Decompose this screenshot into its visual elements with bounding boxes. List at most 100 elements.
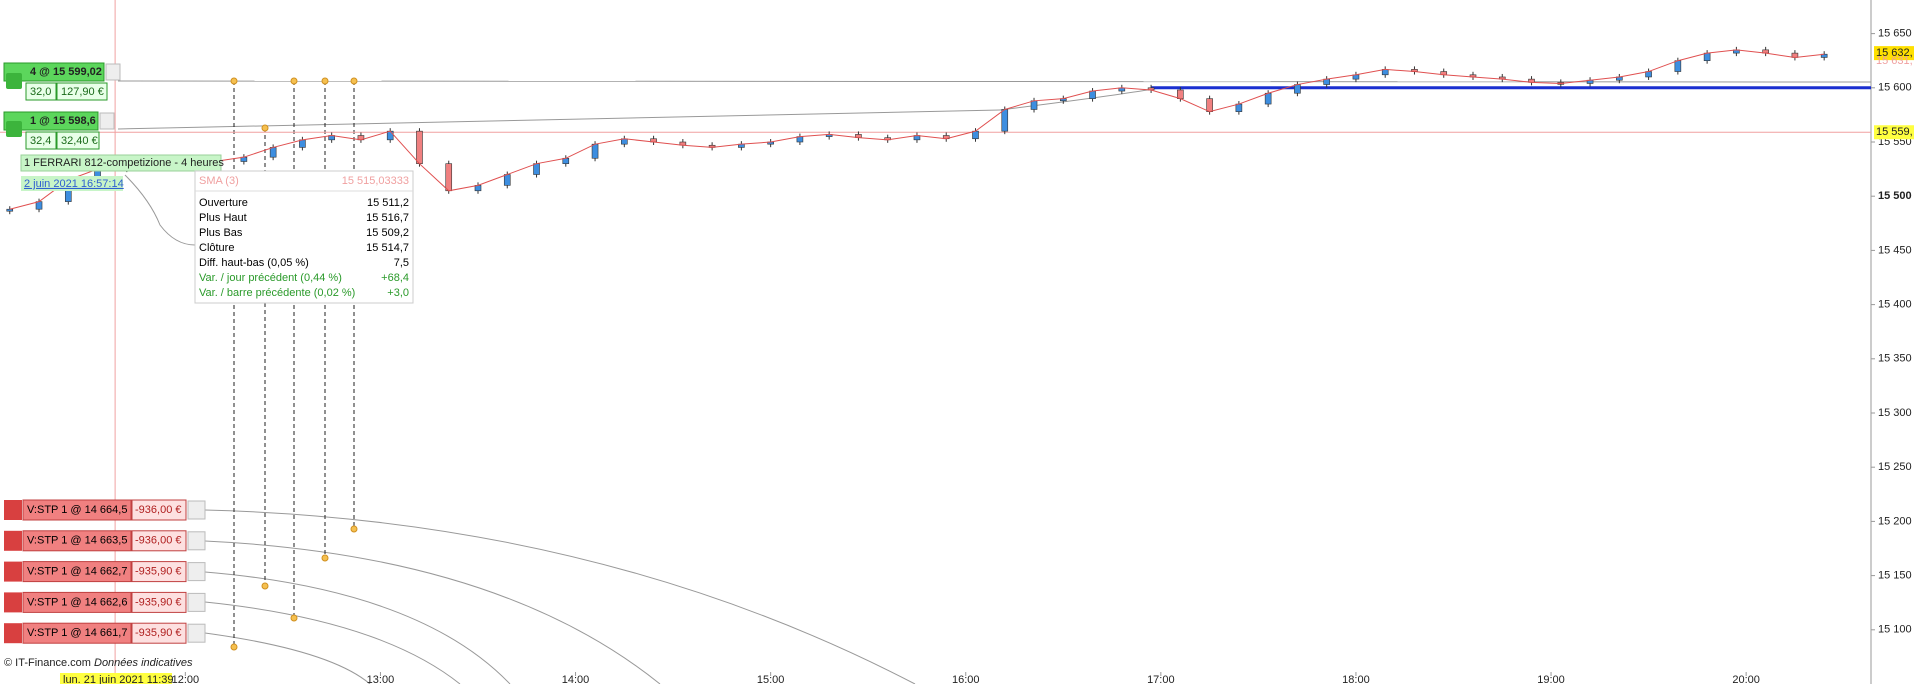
stop-curve [204,632,371,684]
candle [6,208,14,212]
tooltip-label: Var. / jour précédent (0,44 %) [199,272,342,284]
stop-icon[interactable] [4,623,22,644]
y-tick-label: 15 650 [1878,28,1912,40]
tooltip-rows: Ouverture 15 511,2 Plus Haut 15 516,7 Plus B… [199,197,409,299]
stop-pnl: -936,00 € [135,535,181,547]
stop-pnl: -936,00 € [135,504,181,516]
cursor-time: lun. 21 juin 2021 11:39 [63,674,174,684]
stop-box[interactable] [22,561,132,583]
stop-label: V:STP 1 @ 14 661,7 [27,627,127,639]
anchor-dots [230,77,358,651]
connector [124,174,196,246]
x-tick-label: 12:00 [172,674,200,684]
qty-box [25,131,57,150]
y-tick-label: 15 500 [1878,190,1912,202]
close-button[interactable] [187,592,206,612]
dot [230,643,238,651]
dot [321,554,329,562]
instrument-date[interactable]: 2 juin 2021 16:57:14 [24,178,124,190]
stop-box[interactable] [22,591,132,613]
pnl-box [131,530,187,552]
candle [1089,90,1096,99]
gear-icon[interactable] [6,121,22,137]
close-button[interactable] [105,63,121,81]
tooltip-label: Plus Haut [199,212,247,224]
pnl-box [131,499,187,521]
tooltip-value: 15 514,7 [366,242,409,254]
candle [416,130,423,164]
stop-curve [204,571,511,684]
y-tick-label: 15 350 [1878,353,1912,365]
stop-label: V:STP 1 @ 14 663,5 [27,535,127,547]
dot [290,77,298,85]
candle [533,163,540,175]
stop-box[interactable] [22,530,132,552]
candle [35,201,43,210]
x-tick-label: 17:00 [1147,674,1175,684]
stop-label: V:STP 1 @ 14 664,5 [27,504,127,516]
candle [1235,103,1243,112]
y-tick-label: 15 600 [1878,82,1912,94]
candle [1206,98,1213,112]
tooltip-value: +3,0 [387,287,409,299]
tooltip-label: Diff. haut-bas (0,05 %) [199,257,309,269]
stop-curves [204,509,916,684]
candle [591,143,599,159]
gear-icon[interactable] [6,73,22,89]
stop-box[interactable] [22,499,132,521]
y-tick-label: 15 200 [1878,515,1912,527]
order-box[interactable] [3,62,105,82]
order-qty: 32,4 [30,135,51,147]
qty-box [25,82,57,101]
price-marker-label: 15 559, [1876,126,1913,138]
stops: V:STP 1 @ 14 664,5 -936,00 € V:STP 1 @ 14 … [4,499,206,644]
y-tick-label: 15 450 [1878,244,1912,256]
order-label: 1 @ 15 598,6 [30,115,96,127]
order-amount: 127,90 € [61,86,104,98]
date-box [21,176,123,191]
dot [350,77,358,85]
stop-curve [204,540,661,684]
candle [1674,60,1682,72]
copyright: © IT-Finance.com [4,657,91,669]
y-tick-label: 15 250 [1878,461,1912,473]
x-tick-label: 19:00 [1537,674,1565,684]
stop-icon[interactable] [4,530,22,551]
order-box[interactable] [3,111,99,131]
y-tick-label: 15 150 [1878,570,1912,582]
dot [290,614,298,622]
tooltip-title: SMA (3) [199,175,239,187]
order: 1 @ 15 598,6 32,4 32,40 € [3,111,115,150]
candle [1001,109,1009,132]
x-tick-label: 13:00 [367,674,395,684]
close-button[interactable] [187,562,206,582]
close-button[interactable] [187,500,206,520]
stop-curve [204,509,916,684]
candle [386,130,394,141]
stop-icon[interactable] [4,561,22,582]
dot [321,77,329,85]
stop-icon[interactable] [4,500,22,520]
stop-label: V:STP 1 @ 14 662,6 [27,596,127,608]
dot [261,582,269,590]
stop-icon[interactable] [4,592,22,613]
order-amount: 32,40 € [61,135,98,147]
price-marker [1874,125,1914,140]
stop-box[interactable] [22,622,132,644]
stop-curve [204,601,461,684]
y-tick-label: 15 300 [1878,407,1912,419]
x-tick-label: 15:00 [757,674,785,684]
side-label: 15 631, [1876,55,1913,67]
order-qty: 32,0 [30,86,51,98]
close-button[interactable] [187,623,206,643]
tooltip-label: Clôture [199,242,234,254]
close-button[interactable] [187,531,206,551]
close-button[interactable] [99,112,115,130]
pnl-box [131,591,187,613]
tooltip-value: 7,5 [394,257,409,269]
price-marker [1874,46,1914,61]
tooltip [194,170,414,304]
cursor-time-box [60,673,172,684]
